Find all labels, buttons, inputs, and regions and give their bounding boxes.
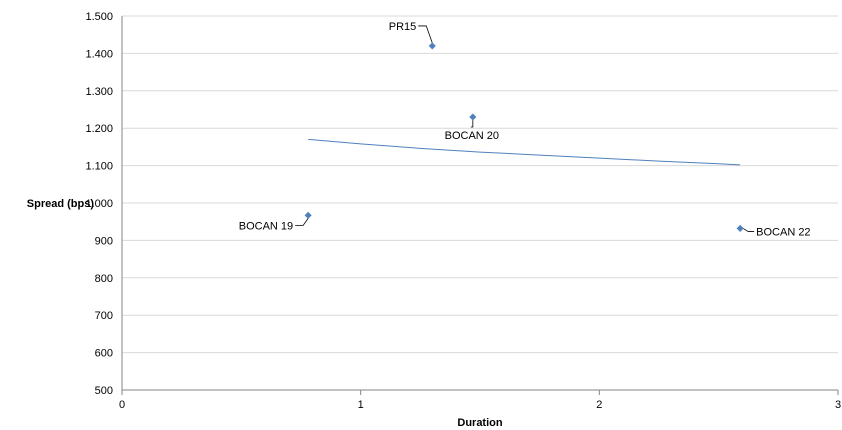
leader-line <box>295 218 309 226</box>
x-tick-label: 1 <box>358 399 364 411</box>
data-point <box>736 224 744 232</box>
y-tick-label: 1.200 <box>85 123 113 135</box>
axes <box>121 16 838 391</box>
y-tick-labels: 500 600 700 800 900 1.000 1.100 1.200 1.300 1.400… <box>85 11 113 397</box>
y-tick-label: 500 <box>95 385 113 397</box>
data-label: BOCAN 19 <box>239 220 293 232</box>
y-axis-title: Spread (bps) <box>27 198 95 210</box>
y-tick-label: 800 <box>95 273 113 285</box>
y-tick-label: 1.100 <box>85 161 113 173</box>
data-label: BOCAN 22 <box>756 226 810 238</box>
data-labels: PR15 BOCAN 20 BOCAN 19 BOCAN 22 <box>239 21 811 239</box>
y-tick-label: 1.300 <box>85 86 113 98</box>
leader-line <box>470 119 474 128</box>
x-tick-labels: 0 1 2 3 <box>119 390 841 411</box>
y-tick-label: 1.000 <box>85 198 113 210</box>
x-axis-title: Duration <box>457 417 503 429</box>
data-point <box>304 211 312 219</box>
leader-line <box>742 228 755 232</box>
y-tick-label: 600 <box>95 348 113 360</box>
y-tick-label: 700 <box>95 310 113 322</box>
data-point <box>469 113 477 121</box>
x-tick-label: 3 <box>835 399 841 411</box>
x-tick-label: 2 <box>596 399 602 411</box>
trendline <box>308 138 741 166</box>
data-points <box>304 42 744 232</box>
data-label: BOCAN 20 <box>445 130 499 142</box>
x-tick-label: 0 <box>119 399 125 411</box>
y-tick-label: 1.400 <box>85 48 113 60</box>
y-tick-label: 900 <box>95 235 113 247</box>
gridlines <box>122 15 838 354</box>
y-tick-label: 1.500 <box>85 11 113 23</box>
data-point <box>428 42 436 50</box>
data-label: PR15 <box>389 21 417 33</box>
label-leader-lines <box>295 25 755 232</box>
leader-line <box>418 25 433 44</box>
